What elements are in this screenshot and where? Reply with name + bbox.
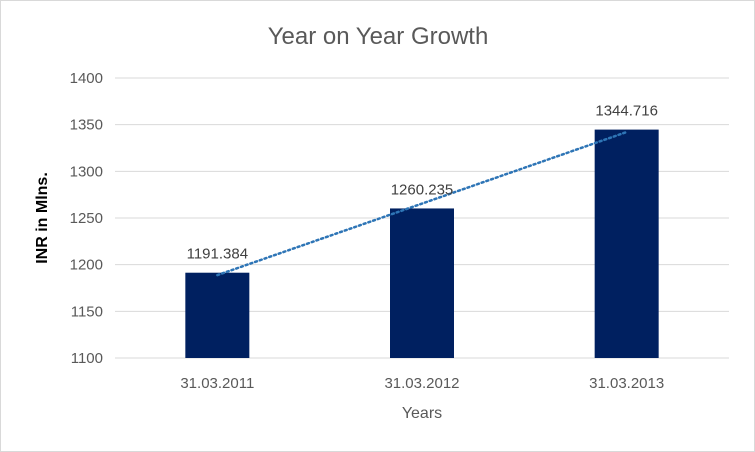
x-axis-label: Years [402, 405, 442, 422]
y-tick-label: 1200 [70, 257, 103, 274]
bars [185, 129, 659, 358]
y-tick-label: 1250 [70, 210, 103, 227]
x-tick-label: 31.03.2011 [180, 375, 254, 392]
trendline-group [216, 130, 628, 277]
chart-title: Year on Year Growth [268, 23, 489, 50]
y-tick-label: 1150 [71, 303, 103, 320]
bar [390, 208, 454, 358]
data-label: 1260.235 [391, 181, 454, 198]
x-tick-label: 31.03.2013 [589, 375, 664, 392]
data-label: 1191.384 [187, 246, 248, 263]
bar [185, 272, 250, 358]
bar [594, 129, 659, 358]
y-axis-label: INR in Mlns. [34, 172, 51, 264]
x-tick-labels: 31.03.2011 31.03.2012 31.03.2013 [180, 375, 664, 392]
y-tick-label: 1300 [70, 163, 103, 180]
data-label: 1344.716 [595, 103, 658, 120]
y-tick-label: 1350 [70, 117, 103, 134]
x-tick-label: 31.03.2012 [384, 375, 459, 392]
data-labels: 1191.384 1260.235 1344.716 [187, 103, 658, 263]
y-tick-label: 1400 [70, 70, 103, 87]
trendline [216, 130, 628, 277]
y-tick-labels: 1100 1150 1200 1250 1300 1350 1400 [70, 70, 103, 367]
y-tick-label: 1100 [71, 350, 103, 367]
